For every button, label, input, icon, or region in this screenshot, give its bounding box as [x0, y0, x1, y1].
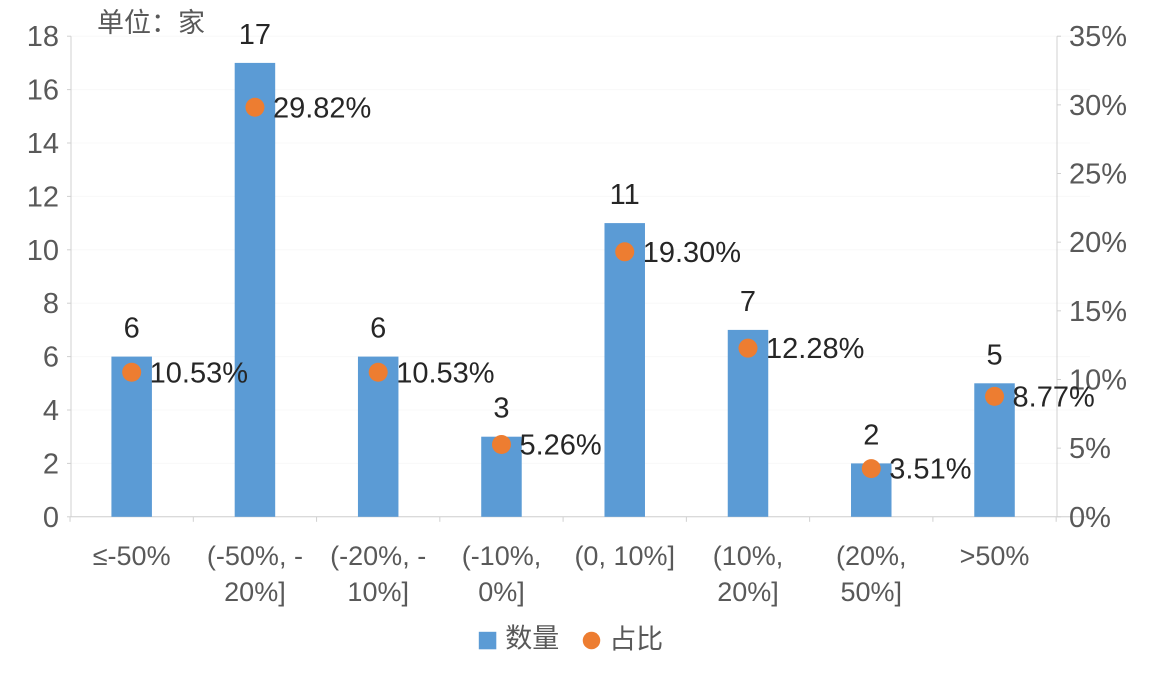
- svg-text:12.28%: 12.28%: [766, 333, 864, 365]
- svg-text:5.26%: 5.26%: [519, 430, 601, 462]
- svg-text:7: 7: [740, 286, 756, 318]
- svg-text:19.30%: 19.30%: [643, 237, 741, 269]
- svg-text:(-10%,: (-10%,: [462, 541, 542, 571]
- svg-text:14: 14: [27, 128, 59, 160]
- svg-text:(-20%, -: (-20%, -: [330, 541, 426, 571]
- svg-text:11: 11: [610, 179, 640, 211]
- svg-text:35%: 35%: [1069, 21, 1127, 53]
- svg-text:25%: 25%: [1069, 159, 1127, 191]
- svg-text:12: 12: [27, 181, 59, 213]
- svg-text:17: 17: [239, 19, 271, 51]
- svg-text:3: 3: [493, 393, 509, 425]
- svg-text:0%]: 0%]: [478, 577, 525, 607]
- svg-text:10.53%: 10.53%: [150, 357, 248, 389]
- svg-text:10%]: 10%]: [347, 577, 409, 607]
- svg-text:30%: 30%: [1069, 90, 1127, 122]
- svg-text:(20%,: (20%,: [836, 541, 907, 571]
- svg-text:16: 16: [27, 75, 59, 107]
- svg-text:8: 8: [43, 288, 59, 320]
- svg-text:0%: 0%: [1069, 502, 1111, 534]
- svg-text:单位：家: 单位：家: [97, 8, 205, 38]
- svg-text:3.51%: 3.51%: [889, 454, 971, 486]
- svg-text:5%: 5%: [1069, 433, 1111, 465]
- svg-text:8.77%: 8.77%: [1013, 381, 1095, 413]
- svg-text:29.82%: 29.82%: [273, 92, 371, 124]
- svg-text:5: 5: [986, 339, 1002, 371]
- svg-text:6: 6: [124, 313, 140, 345]
- svg-text:≤-50%: ≤-50%: [93, 541, 171, 571]
- svg-text:20%: 20%: [1069, 227, 1127, 259]
- svg-text:2: 2: [43, 448, 59, 480]
- svg-text:6: 6: [43, 342, 59, 374]
- svg-text:2: 2: [863, 419, 879, 451]
- svg-text:20%]: 20%]: [224, 577, 286, 607]
- svg-text:50%]: 50%]: [840, 577, 902, 607]
- svg-text:10: 10: [27, 235, 59, 267]
- svg-text:20%]: 20%]: [717, 577, 779, 607]
- svg-text:4: 4: [43, 395, 59, 427]
- svg-text:数量: 数量: [505, 623, 559, 653]
- svg-text:10.53%: 10.53%: [396, 357, 494, 389]
- svg-text:6: 6: [370, 313, 386, 345]
- svg-text:(10%,: (10%,: [713, 541, 784, 571]
- svg-text:(-50%, -: (-50%, -: [207, 541, 303, 571]
- svg-text:占比: 占比: [609, 625, 663, 655]
- svg-text:(0, 10%]: (0, 10%]: [574, 541, 675, 571]
- svg-text:0: 0: [43, 502, 59, 534]
- svg-text:15%: 15%: [1069, 296, 1127, 328]
- svg-text:18: 18: [27, 21, 59, 53]
- svg-text:>50%: >50%: [960, 541, 1030, 571]
